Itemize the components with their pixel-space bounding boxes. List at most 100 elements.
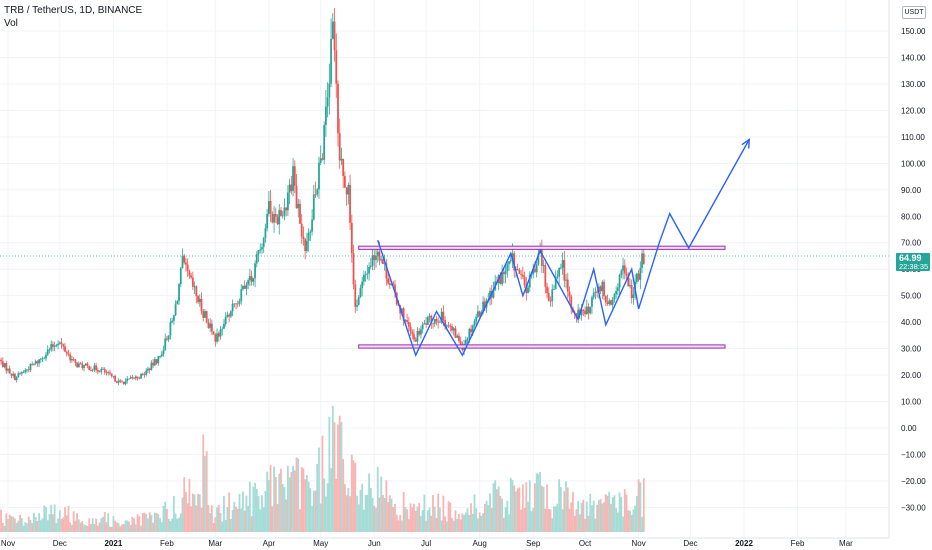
currency-label[interactable]: USDT [902, 6, 926, 19]
volume-bar [155, 513, 158, 532]
volume-bar [238, 493, 241, 532]
time-tick-label: Oct [579, 539, 592, 548]
candle-body [55, 345, 58, 346]
price-tick-label: 140.00 [901, 53, 926, 62]
candle-body [60, 342, 63, 345]
support-zone[interactable] [358, 344, 726, 349]
candle-body [39, 358, 42, 360]
candle-body [250, 276, 253, 282]
volume-bar [468, 514, 471, 532]
candle-body [41, 358, 44, 360]
volume-bar [582, 499, 585, 532]
candle-body [618, 274, 621, 288]
projection-arrow-head [741, 138, 750, 149]
volume-bar [20, 518, 23, 532]
candle-body [278, 210, 281, 225]
volume-bar [501, 498, 504, 532]
candle-body [444, 320, 447, 327]
candle-body [245, 284, 248, 289]
candle-body [114, 375, 117, 382]
candle-body [280, 210, 282, 216]
volume-indicator-label[interactable]: Vol [4, 18, 18, 29]
candle-body [416, 331, 419, 342]
volume-bar [188, 478, 191, 532]
volume-bar [136, 514, 139, 532]
volume-bar [74, 520, 77, 532]
symbol-title[interactable]: TRB / TetherUS, 1D, BINANCE [4, 5, 143, 16]
volume-bar [523, 507, 526, 532]
candle-body [378, 251, 381, 261]
volume-bar [641, 516, 643, 532]
candle-body [186, 264, 189, 271]
candle-body [534, 268, 536, 273]
candle-body [293, 166, 296, 186]
candle-body [502, 272, 505, 275]
candle-body [198, 298, 201, 303]
candle-body [344, 176, 346, 188]
volume-bar [278, 473, 281, 532]
volume-bar [304, 479, 307, 532]
volume-bar [235, 506, 237, 532]
volume-bar [145, 513, 148, 532]
candle-body [504, 270, 507, 275]
volume-bar [340, 422, 343, 532]
volume-bar [115, 522, 118, 532]
volume-bar [297, 458, 300, 532]
candle-body [468, 328, 471, 339]
volume-bar [174, 513, 177, 532]
candle-body [601, 281, 604, 292]
candle-body [254, 263, 256, 279]
time-tick-label: Nov [631, 539, 645, 548]
volume-bar [363, 509, 365, 532]
volume-bar [445, 521, 448, 532]
candle-body [124, 381, 127, 385]
volume-bar [440, 520, 443, 532]
volume-bar [212, 523, 215, 532]
volume-bar [273, 466, 275, 532]
candle-body [635, 273, 638, 283]
volume-bar [535, 472, 538, 532]
volume-bar [204, 456, 206, 532]
candle-body [252, 278, 255, 282]
candle-body [58, 342, 61, 344]
candle-body [482, 301, 485, 313]
volume-bar [599, 499, 602, 532]
volume-bar [471, 513, 474, 532]
volume-bar [397, 520, 400, 532]
volume-bar [45, 506, 47, 532]
volume-bar [525, 482, 528, 532]
volume-bar [269, 465, 272, 532]
candle-body [29, 364, 32, 371]
projection-line[interactable] [377, 139, 750, 358]
candle-body [295, 185, 298, 209]
candle-body [72, 358, 75, 360]
volume-bar [240, 508, 243, 532]
volume-bar [0, 509, 2, 532]
candle-body [537, 253, 540, 265]
volume-bar [390, 498, 393, 532]
candle-body [179, 268, 182, 285]
candle-body [452, 328, 455, 331]
volume-bar [159, 518, 161, 532]
volume-bar [573, 515, 576, 532]
volume-bar [395, 514, 398, 532]
volume-bar [338, 415, 341, 532]
candle-body [140, 373, 142, 379]
volume-bar [252, 486, 255, 532]
volume-bar [205, 451, 208, 532]
volume-bar [610, 503, 612, 532]
candle-body [318, 162, 320, 190]
volume-bar [483, 503, 486, 532]
volume-bar [388, 495, 391, 532]
volume-bar [167, 518, 170, 532]
volume-bar [36, 520, 39, 532]
candle-body [464, 340, 467, 345]
candle-body [326, 97, 329, 107]
volume-bar [209, 512, 212, 532]
candle-body [195, 286, 198, 297]
resistance-zone[interactable] [358, 245, 726, 250]
candle-body [347, 184, 350, 195]
candle-body [216, 333, 218, 342]
volume-bar [231, 509, 234, 532]
